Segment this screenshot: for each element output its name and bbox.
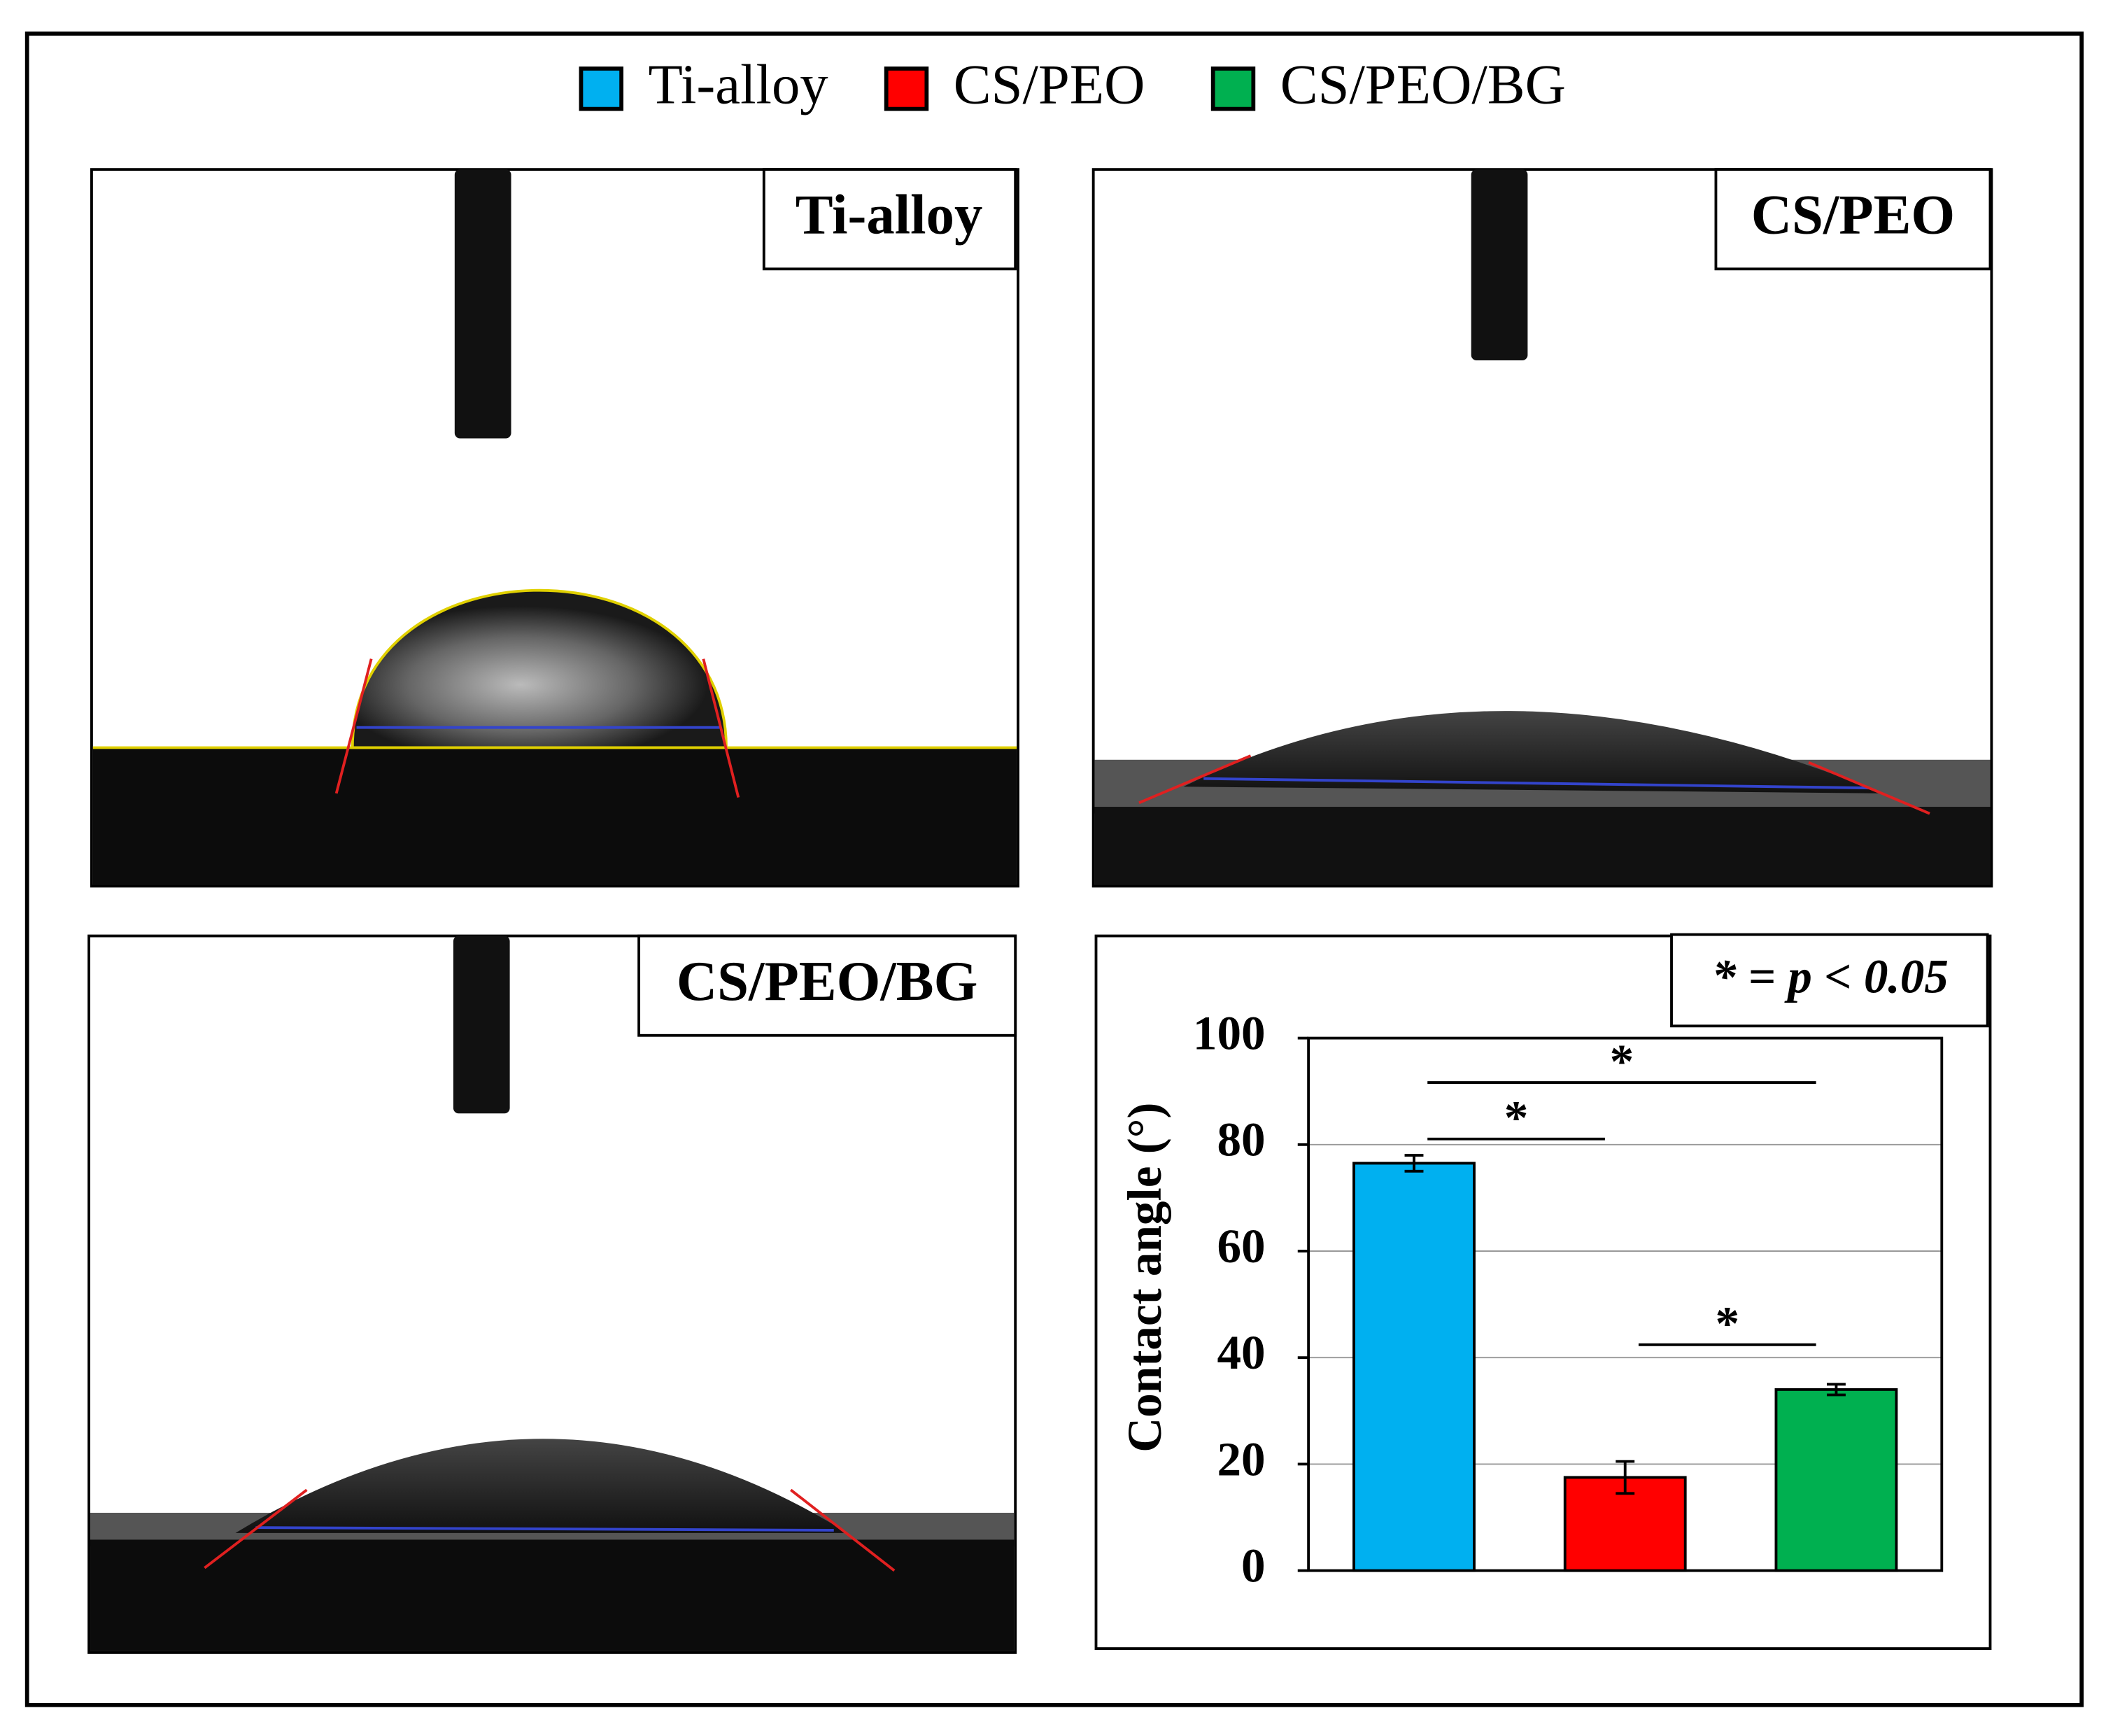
legend-label: CS/PEO/BG (1280, 53, 1566, 115)
photo-ti-alloy: Ti-alloy (90, 168, 1019, 888)
panel-label: Ti-alloy (796, 184, 983, 246)
bar (1352, 1162, 1476, 1572)
panel-label: CS/PEO/BG (677, 950, 978, 1012)
y-tick-label: 20 (1217, 1432, 1265, 1486)
note-box (1670, 933, 1989, 1028)
error-bar (1826, 1383, 1846, 1397)
bar (1774, 1388, 1898, 1572)
panel-label: CS/PEO (1751, 184, 1955, 246)
significance-star: * (1610, 1034, 1634, 1088)
significance-note: * = p < 0.05 (1712, 950, 1949, 1003)
significance-star: * (1715, 1297, 1739, 1350)
y-tick-label: 40 (1217, 1325, 1265, 1379)
error-bar (1404, 1154, 1424, 1173)
y-tick-label: 0 (1241, 1538, 1266, 1592)
y-tick-label: 80 (1217, 1113, 1265, 1166)
figure-frame (24, 31, 2084, 1707)
legend-swatch (579, 66, 623, 111)
legend-label: Ti-alloy (649, 53, 829, 115)
photo-cs-peo: CS/PEO (1091, 168, 1993, 888)
y-axis-label: Contact angle (°) (1117, 1103, 1171, 1453)
photo-cs-peo-bg: CS/PEO/BG (87, 934, 1017, 1654)
significance-star: * (1504, 1091, 1529, 1145)
error-bar (1616, 1460, 1635, 1495)
legend-label: CS/PEO (954, 53, 1145, 115)
y-tick-label: 100 (1193, 1005, 1266, 1059)
y-tick-label: 60 (1217, 1219, 1265, 1273)
legend-swatch (884, 66, 929, 111)
legend-swatch (1210, 66, 1256, 111)
